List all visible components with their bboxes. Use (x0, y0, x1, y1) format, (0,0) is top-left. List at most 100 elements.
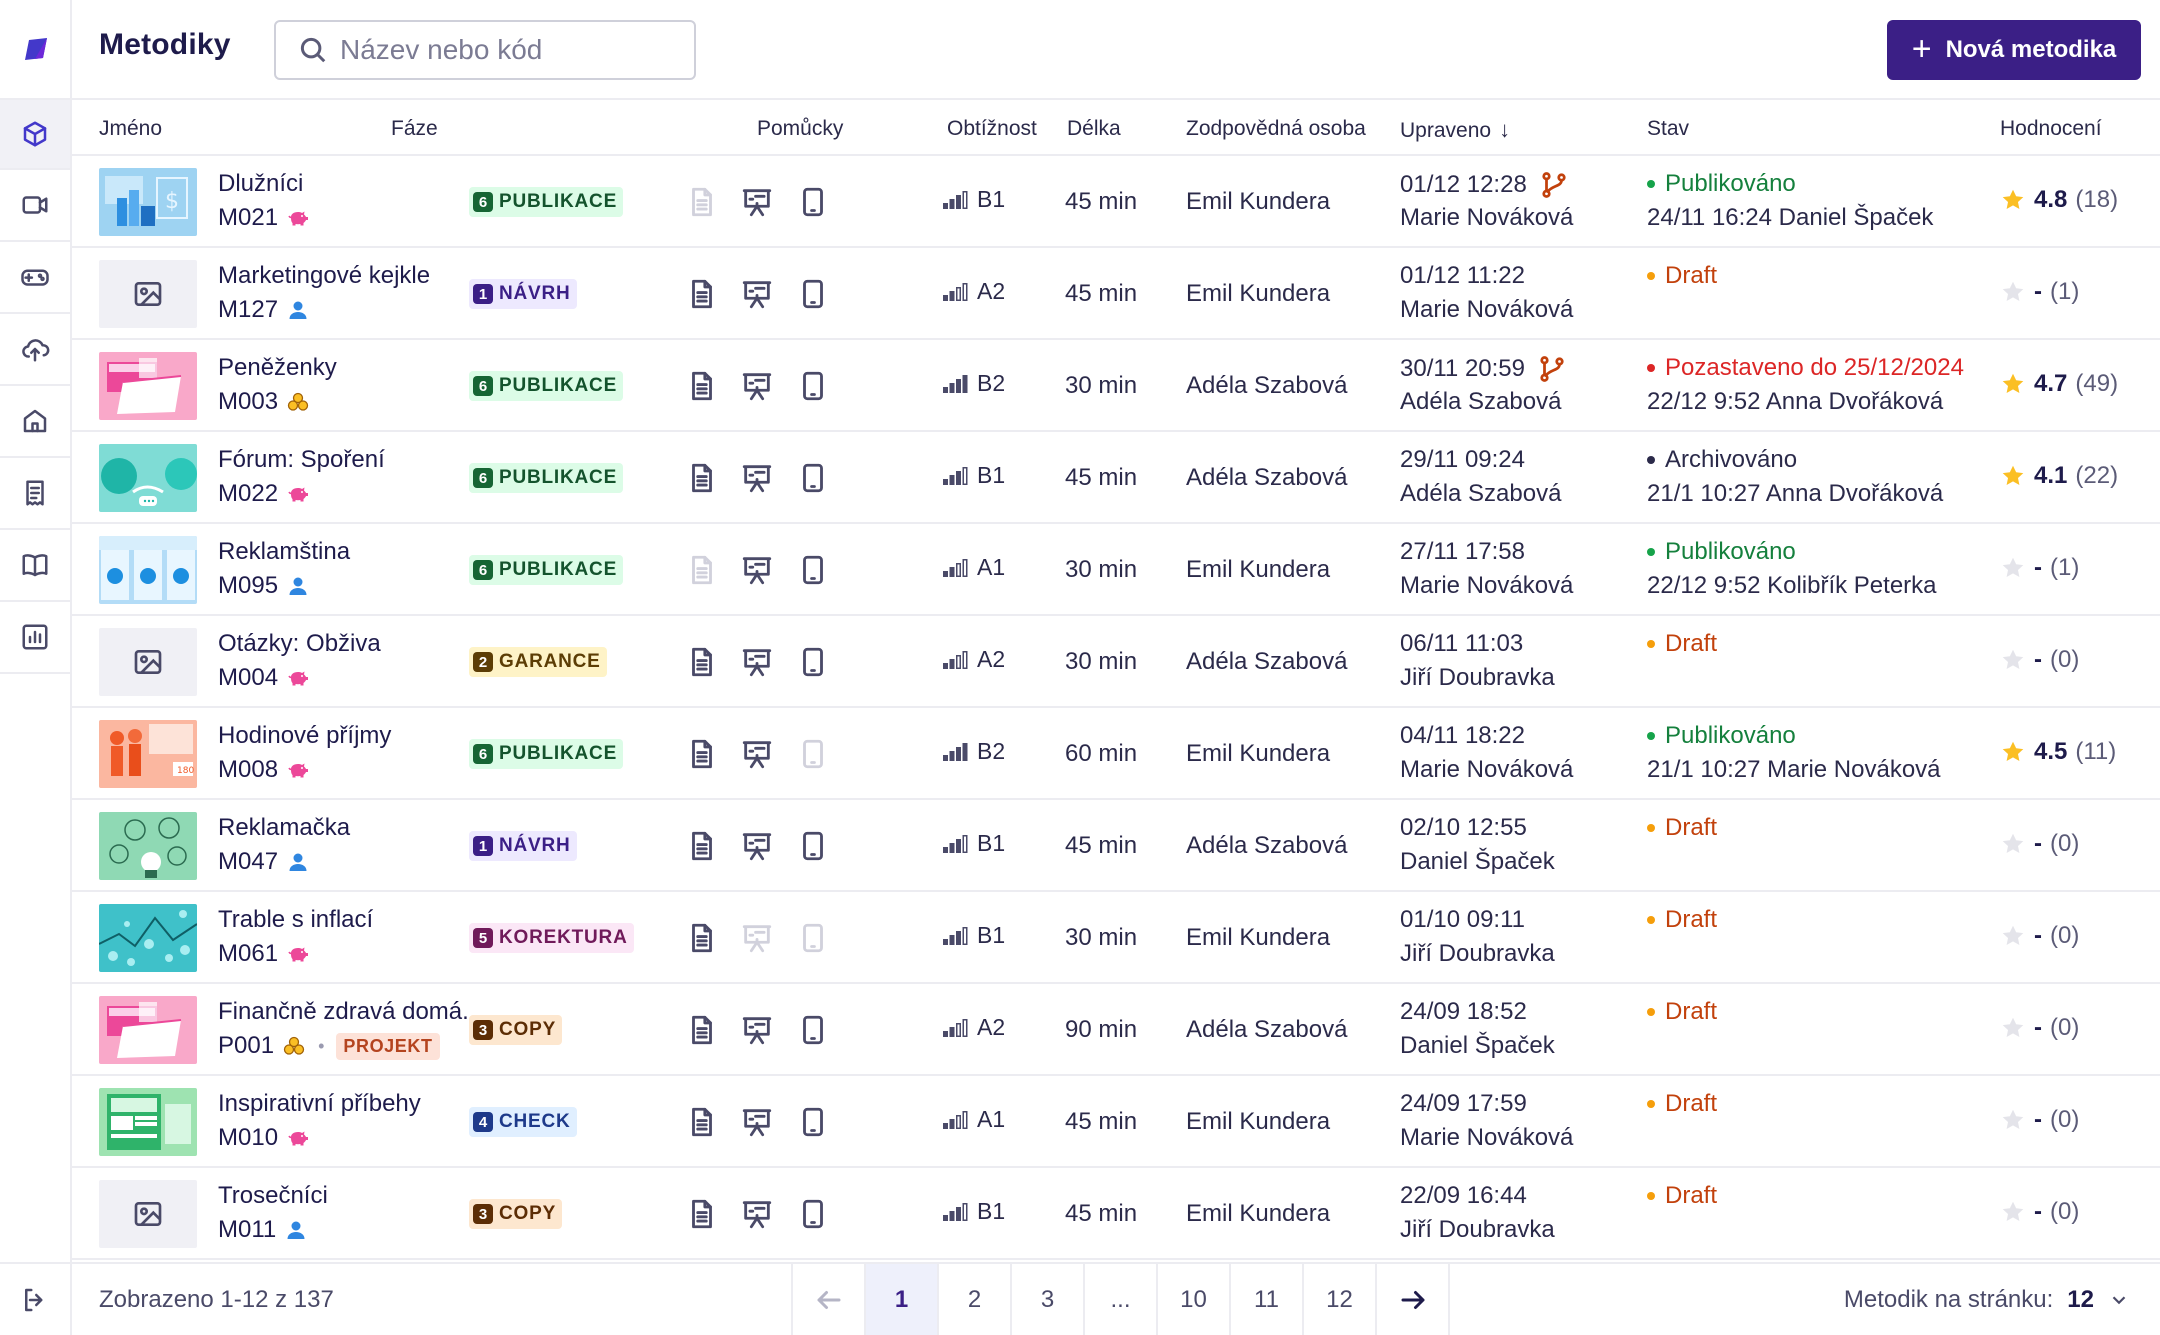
tool-presentation[interactable] (740, 1105, 774, 1139)
methodology-name[interactable]: Fórum: Spoření (218, 446, 385, 473)
table-row[interactable]: Marketingové kejkle M127 1 NÁVRH A2 45 min Emi… (72, 248, 2160, 340)
tool-worksheet[interactable] (685, 277, 719, 311)
tool-presentation[interactable] (740, 553, 774, 587)
sidebar-item-cube[interactable] (0, 98, 70, 170)
branch-icon[interactable] (1537, 354, 1567, 384)
search-input[interactable] (340, 34, 680, 66)
sidebar-item-book[interactable] (0, 530, 70, 602)
tool-presentation[interactable] (740, 645, 774, 679)
col-phase[interactable]: Fáze (391, 117, 438, 140)
page-button[interactable]: 12 (1304, 1264, 1377, 1335)
tool-tablet[interactable] (796, 277, 830, 311)
prev-page-button[interactable] (793, 1264, 866, 1335)
tool-tablet[interactable] (796, 369, 830, 403)
sidebar-item-receipt[interactable] (0, 458, 70, 530)
col-name[interactable]: Jméno (99, 117, 163, 140)
tool-tablet[interactable] (796, 1013, 830, 1047)
tool-worksheet[interactable] (685, 921, 719, 955)
col-difficulty[interactable]: Obtížnost (947, 117, 1037, 140)
sidebar-item-video[interactable] (0, 170, 70, 242)
sidebar-item-chart[interactable] (0, 602, 70, 674)
tool-presentation[interactable] (740, 185, 774, 219)
col-length[interactable]: Délka (1067, 117, 1121, 140)
page-button[interactable]: 2 (939, 1264, 1012, 1335)
tool-worksheet[interactable] (685, 645, 719, 679)
tool-presentation[interactable] (740, 461, 774, 495)
page-button[interactable]: 3 (1012, 1264, 1085, 1335)
methodology-name[interactable]: Peněženky (218, 354, 337, 381)
methodology-name[interactable]: Trosečníci (218, 1182, 328, 1209)
new-methodology-button[interactable]: + Nová metodika (1887, 20, 2141, 80)
per-page-selector[interactable]: Metodik na stránku: 12 (1844, 1286, 2130, 1314)
page-button[interactable]: 1 (866, 1264, 939, 1335)
logout-button[interactable] (0, 1262, 70, 1335)
tool-presentation[interactable] (740, 829, 774, 863)
tool-worksheet[interactable] (685, 1013, 719, 1047)
methodology-name[interactable]: Reklamština (218, 538, 351, 565)
difficulty: B1 (943, 830, 1005, 857)
tool-worksheet[interactable] (685, 369, 719, 403)
table-row[interactable]: Trable s inflací M061 5 KOREKTURA B1 30 min Em… (72, 892, 2160, 984)
app-logo[interactable] (0, 0, 72, 98)
col-tools[interactable]: Pomůcky (757, 117, 844, 140)
methodology-name[interactable]: Finančně zdravá domá... (218, 998, 483, 1025)
table-row[interactable]: Finančně zdravá domá... P001 • PROJEKT 3 COPY… (72, 984, 2160, 1076)
page-button[interactable]: 10 (1158, 1264, 1231, 1335)
tool-worksheet[interactable] (685, 1105, 719, 1139)
search-box[interactable] (274, 20, 696, 80)
table-row[interactable]: 180 Hodinové příjmy M008 6 PUBLIKACE B2 60 min… (72, 708, 2160, 800)
difficulty-bars-icon (943, 742, 968, 761)
tool-worksheet[interactable] (685, 737, 719, 771)
col-rating[interactable]: Hodnocení (2000, 117, 2102, 140)
methodology-name[interactable]: Inspirativní příbehy (218, 1090, 421, 1117)
methodology-name[interactable]: Reklamačka (218, 814, 351, 841)
table-row[interactable]: Peněženky M003 6 PUBLIKACE B2 30 min Adéla Sza… (72, 340, 2160, 432)
sidebar-item-gamepad[interactable] (0, 242, 70, 314)
table-row[interactable]: Reklamština M095 6 PUBLIKACE A1 30 min Emil Ku… (72, 524, 2160, 616)
col-owner[interactable]: Zodpovědná osoba (1186, 117, 1366, 140)
logout-icon (25, 1288, 43, 1311)
tool-worksheet (685, 553, 719, 587)
methodology-name[interactable]: Hodinové příjmy (218, 722, 392, 749)
methodology-code: M095 (218, 572, 310, 600)
col-status[interactable]: Stav (1647, 117, 1690, 140)
table-row[interactable]: $ Dlužníci M021 6 PUBLIKACE B1 45 min Emil Kund… (72, 156, 2160, 248)
svg-text:180: 180 (177, 766, 194, 776)
tool-presentation[interactable] (740, 1013, 774, 1047)
methodology-name[interactable]: Dlužníci (218, 170, 304, 197)
sidebar-item-home[interactable] (0, 386, 70, 458)
tool-presentation[interactable] (740, 369, 774, 403)
tool-tablet[interactable] (796, 553, 830, 587)
rating: 4.5 (11) (2000, 738, 2116, 766)
table-row[interactable]: Reklamačka M047 1 NÁVRH B1 45 min Adéla Szabov… (72, 800, 2160, 892)
tool-tablet[interactable] (796, 185, 830, 219)
table-row[interactable]: Trosečníci M011 3 COPY B1 45 min Emil Kundera 2… (72, 1168, 2160, 1260)
methodology-name[interactable]: Otázky: Obživa (218, 630, 381, 657)
tool-presentation[interactable] (740, 1197, 774, 1231)
next-page-button[interactable] (1377, 1264, 1450, 1335)
tool-presentation[interactable] (740, 737, 774, 771)
col-updated[interactable]: Upraveno ↓ (1400, 117, 1510, 143)
methodology-name[interactable]: Trable s inflací (218, 906, 374, 933)
table-row[interactable]: Otázky: Obživa M004 2 GARANCE A2 30 min Adéla … (72, 616, 2160, 708)
table-row[interactable]: Inspirativní příbehy M010 4 CHECK A1 45 min Em… (72, 1076, 2160, 1168)
owner: Adéla Szabová (1186, 648, 1348, 675)
page-button[interactable]: 11 (1231, 1264, 1304, 1335)
star-empty-icon (2002, 557, 2024, 577)
tool-worksheet[interactable] (685, 1197, 719, 1231)
tool-tablet[interactable] (796, 1105, 830, 1139)
rating-count: (0) (2050, 1014, 2080, 1041)
tool-tablet[interactable] (796, 1197, 830, 1231)
branch-icon[interactable] (1539, 170, 1569, 200)
sidebar-item-cloud-upload[interactable] (0, 314, 70, 386)
tool-presentation[interactable] (740, 277, 774, 311)
tool-tablet[interactable] (796, 461, 830, 495)
methodology-name[interactable]: Marketingové kejkle (218, 262, 431, 289)
phase-label: PUBLIKACE (499, 559, 618, 580)
tool-worksheet[interactable] (685, 829, 719, 863)
tool-tablet[interactable] (796, 829, 830, 863)
tool-tablet[interactable] (796, 645, 830, 679)
phase-number: 5 (473, 928, 493, 948)
tool-worksheet[interactable] (685, 461, 719, 495)
table-row[interactable]: Fórum: Spoření M022 6 PUBLIKACE B1 45 min Adél… (72, 432, 2160, 524)
